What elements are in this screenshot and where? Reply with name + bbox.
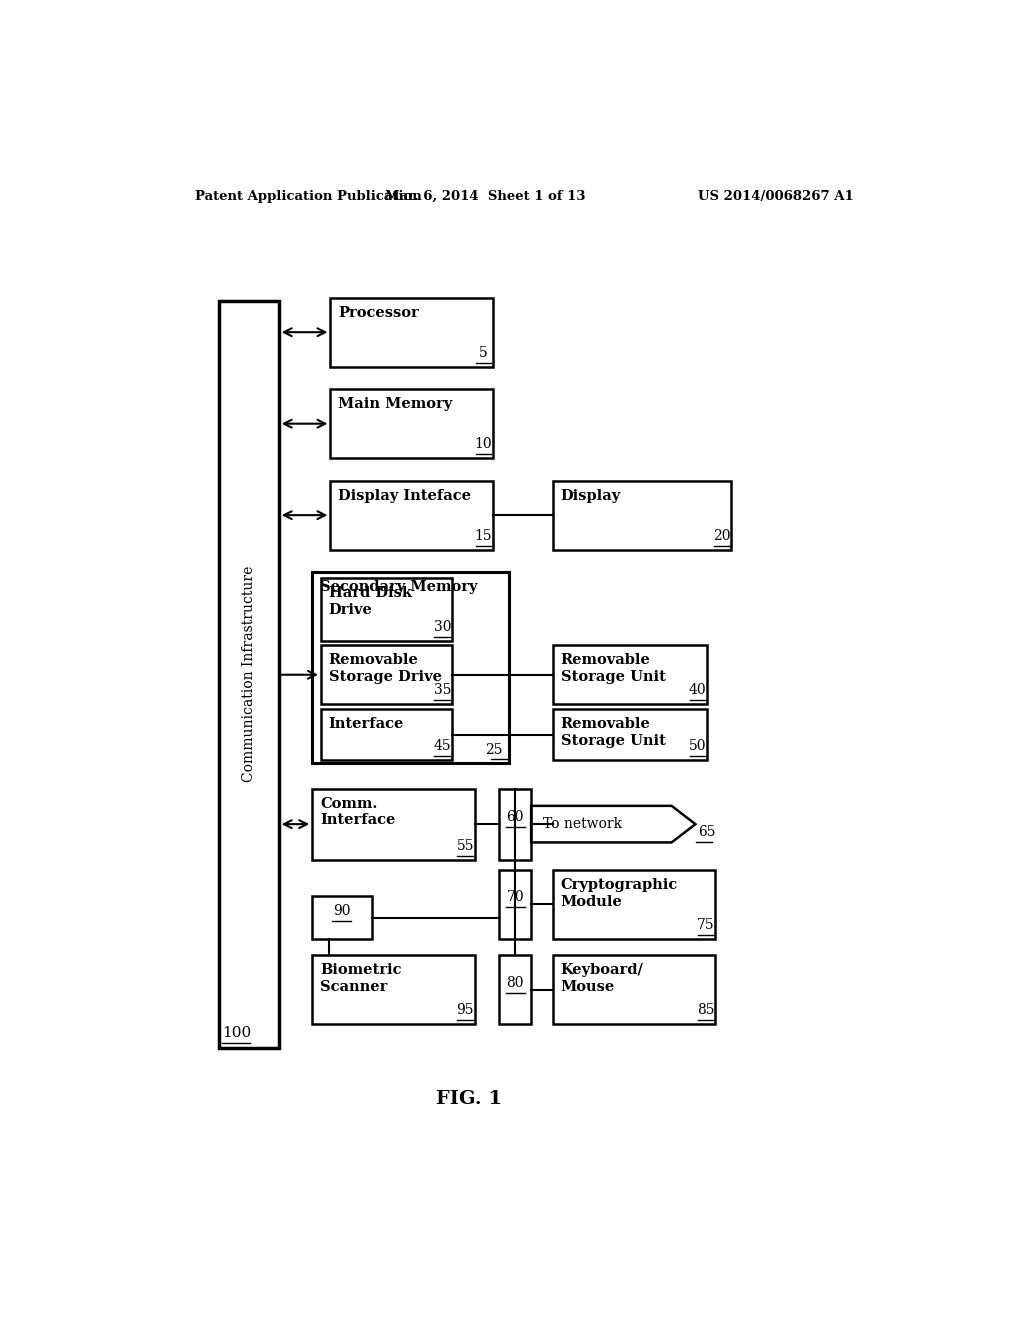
Bar: [553, 956, 715, 1024]
Text: 90: 90: [333, 903, 350, 917]
Text: 75: 75: [697, 917, 715, 932]
Text: Biometric
Scanner: Biometric Scanner: [321, 964, 401, 994]
Text: To network: To network: [543, 817, 623, 832]
Text: 35: 35: [433, 682, 451, 697]
Text: Removable
Storage Drive: Removable Storage Drive: [329, 653, 441, 684]
Bar: [219, 301, 279, 1048]
Text: 40: 40: [689, 682, 707, 697]
Bar: [312, 572, 509, 763]
Bar: [312, 788, 475, 859]
Text: 100: 100: [221, 1026, 251, 1040]
Text: 60: 60: [507, 810, 524, 824]
Text: Communication Infrastructure: Communication Infrastructure: [242, 566, 256, 783]
Text: 10: 10: [475, 437, 493, 451]
Bar: [500, 956, 531, 1024]
Text: Interface: Interface: [329, 718, 404, 731]
Text: FIG. 1: FIG. 1: [436, 1089, 503, 1107]
Bar: [321, 578, 452, 642]
Bar: [553, 645, 708, 704]
Text: Mar. 6, 2014  Sheet 1 of 13: Mar. 6, 2014 Sheet 1 of 13: [385, 190, 586, 202]
Text: 55: 55: [457, 838, 474, 853]
Text: US 2014/0068267 A1: US 2014/0068267 A1: [698, 190, 854, 202]
Text: Keyboard/
Mouse: Keyboard/ Mouse: [560, 964, 643, 994]
Bar: [331, 480, 494, 549]
Text: Secondary Memory: Secondary Memory: [321, 581, 477, 594]
Text: 50: 50: [689, 739, 707, 752]
Text: Display: Display: [560, 488, 621, 503]
Text: 5: 5: [479, 346, 487, 359]
Text: Removable
Storage Unit: Removable Storage Unit: [560, 653, 666, 684]
Text: 80: 80: [507, 975, 524, 990]
Text: Cryptographic
Module: Cryptographic Module: [560, 878, 678, 908]
Text: Processor: Processor: [338, 306, 419, 319]
Text: 65: 65: [697, 825, 716, 840]
Text: Patent Application Publication: Patent Application Publication: [196, 190, 422, 202]
Text: 25: 25: [485, 743, 503, 758]
Text: 15: 15: [475, 528, 493, 543]
Bar: [331, 297, 494, 367]
Text: 95: 95: [457, 1003, 474, 1018]
Bar: [331, 389, 494, 458]
Bar: [312, 956, 475, 1024]
Text: Main Memory: Main Memory: [338, 397, 453, 412]
Bar: [553, 709, 708, 760]
Text: 30: 30: [433, 620, 451, 634]
Text: Comm.
Interface: Comm. Interface: [321, 797, 395, 828]
Bar: [500, 870, 531, 939]
Text: Display Inteface: Display Inteface: [338, 488, 471, 503]
Text: 20: 20: [713, 528, 730, 543]
Bar: [553, 480, 731, 549]
Text: 85: 85: [697, 1003, 715, 1018]
Bar: [321, 709, 452, 760]
Text: Removable
Storage Unit: Removable Storage Unit: [560, 718, 666, 748]
Bar: [500, 788, 531, 859]
Text: 70: 70: [507, 890, 524, 904]
Text: 45: 45: [433, 739, 452, 752]
Bar: [321, 645, 452, 704]
Text: Hard Disk
Drive: Hard Disk Drive: [329, 586, 412, 616]
Bar: [553, 870, 715, 939]
Bar: [312, 896, 372, 939]
